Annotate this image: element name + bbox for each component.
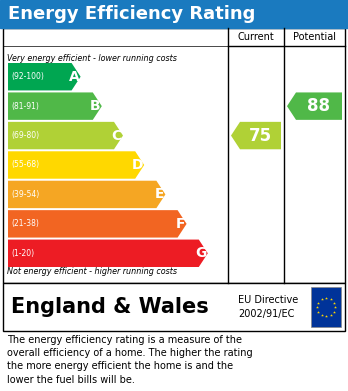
Polygon shape: [287, 92, 342, 120]
Text: D: D: [132, 158, 143, 172]
Text: G: G: [196, 246, 207, 260]
Bar: [311, 287, 341, 327]
Polygon shape: [8, 92, 102, 120]
Text: (55-68): (55-68): [11, 160, 39, 170]
Text: (92-100): (92-100): [11, 72, 44, 81]
Text: The energy efficiency rating is a measure of the
overall efficiency of a home. T: The energy efficiency rating is a measur…: [7, 335, 253, 385]
Polygon shape: [8, 151, 144, 179]
Text: F: F: [176, 217, 185, 231]
Text: Not energy efficient - higher running costs: Not energy efficient - higher running co…: [7, 267, 177, 276]
Text: Potential: Potential: [293, 32, 336, 42]
Text: EU Directive
2002/91/EC: EU Directive 2002/91/EC: [238, 295, 298, 319]
Text: C: C: [112, 129, 122, 143]
Polygon shape: [8, 181, 165, 208]
Text: Energy Efficiency Rating: Energy Efficiency Rating: [8, 5, 255, 23]
Text: (81-91): (81-91): [11, 102, 39, 111]
Text: 75: 75: [249, 127, 272, 145]
Text: (69-80): (69-80): [11, 131, 39, 140]
Text: England & Wales: England & Wales: [11, 297, 209, 317]
Polygon shape: [8, 240, 208, 267]
Bar: [0, 0, 348, 28]
Text: (1-20): (1-20): [11, 249, 34, 258]
Bar: [3, 283, 345, 331]
Text: B: B: [90, 99, 101, 113]
Text: A: A: [69, 70, 80, 84]
Polygon shape: [231, 122, 281, 149]
Bar: [3, 28, 345, 283]
Text: Current: Current: [238, 32, 274, 42]
Polygon shape: [8, 210, 187, 238]
Text: Very energy efficient - lower running costs: Very energy efficient - lower running co…: [7, 54, 177, 63]
Polygon shape: [8, 122, 123, 149]
Text: E: E: [155, 187, 164, 201]
Text: 88: 88: [308, 97, 331, 115]
Text: (21-38): (21-38): [11, 219, 39, 228]
Text: (39-54): (39-54): [11, 190, 39, 199]
Polygon shape: [8, 63, 81, 90]
